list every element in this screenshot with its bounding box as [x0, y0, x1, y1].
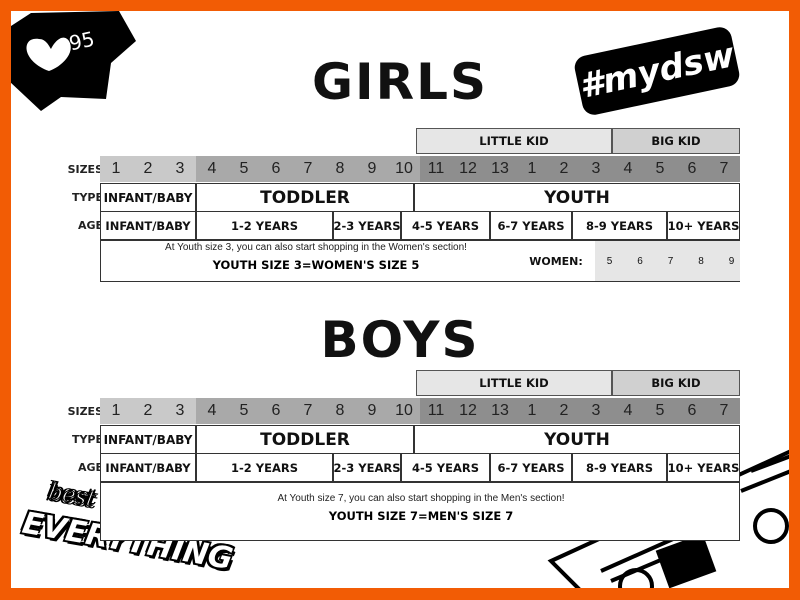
age-cell: 1-2 YEARS	[196, 211, 333, 240]
size-cell: 12	[452, 398, 484, 424]
age-cell: 6-7 YEARS	[490, 211, 572, 240]
type-cell: YOUTH	[414, 183, 740, 212]
type-cell: TODDLER	[196, 425, 414, 454]
size-cell: 13	[484, 156, 516, 182]
size-cell: 2	[132, 156, 164, 182]
type-cell: INFANT/BABY	[100, 425, 196, 454]
size-chart: 95 #mydsw best of EVERYTHING GIRLS BOYS …	[11, 11, 789, 588]
size-cell: 8	[324, 398, 356, 424]
size-cell: 10	[388, 398, 420, 424]
size-cell: 12	[452, 156, 484, 182]
size-cell: 3	[580, 398, 612, 424]
age-cell: 2-3 YEARS	[333, 453, 401, 482]
big-kid-header: BIG KID	[612, 128, 740, 154]
size-cell: 6	[676, 398, 708, 424]
women-size: 9	[728, 255, 735, 267]
little-kid-header: LITTLE KID	[416, 128, 612, 154]
type-cell: YOUTH	[414, 425, 740, 454]
size-cell: 11	[420, 156, 452, 182]
heart-icon	[26, 37, 71, 71]
size-cell: 3	[164, 156, 196, 182]
size-cell: 4	[612, 398, 644, 424]
size-cell: 6	[260, 156, 292, 182]
age-cell: INFANT/BABY	[100, 453, 196, 482]
size-cell: 1	[100, 156, 132, 182]
women-size: 6	[637, 255, 643, 267]
size-cell: 4	[196, 398, 228, 424]
age-label: AGE	[77, 460, 103, 474]
size-cell: 3	[164, 398, 196, 424]
size-cell: 1	[100, 398, 132, 424]
size-cell: 6	[676, 156, 708, 182]
likes-badge: 95	[11, 11, 136, 111]
women-label: WOMEN:	[529, 254, 583, 268]
age-cell: 10+ YEARS	[667, 211, 740, 240]
note-conversion: YOUTH SIZE 7=MEN'S SIZE 7	[328, 508, 514, 523]
age-cell: 2-3 YEARS	[333, 211, 401, 240]
size-cell: 4	[612, 156, 644, 182]
age-cell: 10+ YEARS	[667, 453, 740, 482]
age-cell: 8-9 YEARS	[572, 453, 667, 482]
type-label: TYPE	[71, 432, 103, 446]
age-cell: 8-9 YEARS	[572, 211, 667, 240]
size-cell: 5	[644, 156, 676, 182]
women-size: 5	[606, 255, 613, 267]
size-cell: 7	[292, 398, 324, 424]
size-cell: 1	[516, 156, 548, 182]
sizes-label: SIZES	[67, 404, 103, 418]
size-cell: 5	[644, 398, 676, 424]
type-cell: INFANT/BABY	[100, 183, 196, 212]
badge-shape-icon	[11, 11, 136, 111]
size-cell: 2	[132, 398, 164, 424]
size-cell: 9	[356, 398, 388, 424]
size-cell: 1	[516, 398, 548, 424]
shopping-note: At Youth size 3, you can also start shop…	[100, 240, 740, 282]
age-cell: 4-5 YEARS	[401, 453, 490, 482]
women-sizes-panel: 5 6 7 8 9	[595, 241, 740, 281]
size-cell: 2	[548, 398, 580, 424]
age-cell: 6-7 YEARS	[490, 453, 572, 482]
size-cell: 13	[484, 398, 516, 424]
size-cell: 7	[292, 156, 324, 182]
size-cell: 7	[708, 156, 740, 182]
note-text: At Youth size 7, you can also start shop…	[277, 492, 565, 504]
size-cell: 9	[356, 156, 388, 182]
women-size: 8	[698, 255, 704, 267]
size-cell: 4	[196, 156, 228, 182]
boys-title: BOYS	[320, 311, 480, 369]
type-label: TYPE	[71, 190, 103, 204]
note-conversion: YOUTH SIZE 3=WOMEN'S SIZE 5	[212, 258, 420, 272]
size-cell: 8	[324, 156, 356, 182]
note-text: At Youth size 3, you can also start shop…	[165, 242, 467, 253]
age-cell: INFANT/BABY	[100, 211, 196, 240]
size-cell: 3	[580, 156, 612, 182]
women-size: 7	[667, 255, 674, 267]
size-cell: 11	[420, 398, 452, 424]
size-cell: 10	[388, 156, 420, 182]
size-cell: 7	[708, 398, 740, 424]
girls-title: GIRLS	[311, 53, 488, 111]
type-cell: TODDLER	[196, 183, 414, 212]
age-label: AGE	[77, 218, 103, 232]
age-cell: 1-2 YEARS	[196, 453, 333, 482]
sizes-label: SIZES	[67, 162, 103, 176]
age-cell: 4-5 YEARS	[401, 211, 490, 240]
size-cell: 6	[260, 398, 292, 424]
size-cell: 5	[228, 156, 260, 182]
size-cell: 5	[228, 398, 260, 424]
size-cell: 2	[548, 156, 580, 182]
shopping-note: At Youth size 7, you can also start shop…	[100, 482, 740, 541]
little-kid-header: LITTLE KID	[416, 370, 612, 396]
big-kid-header: BIG KID	[612, 370, 740, 396]
